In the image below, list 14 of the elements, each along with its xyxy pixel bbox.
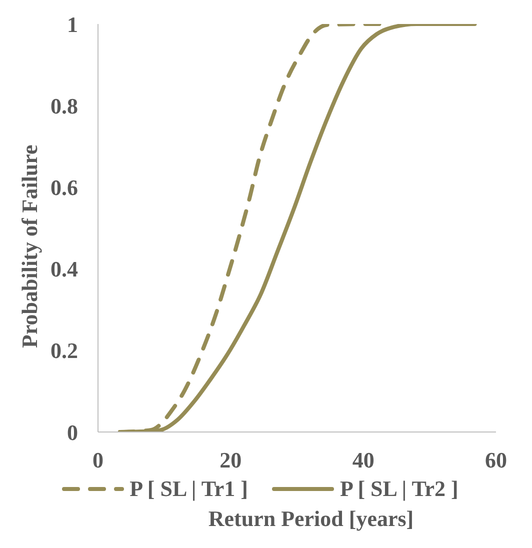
y-tick-label: 0: [67, 420, 78, 445]
x-tick-label: 40: [352, 448, 374, 473]
legend-label: P [ SL | Tr2 ]: [340, 476, 458, 502]
legend-label: P [ SL | Tr1 ]: [130, 476, 248, 502]
y-tick-label: 1: [67, 12, 78, 37]
y-tick-label: 0.4: [50, 256, 78, 282]
x-tick-label: 20: [220, 448, 242, 473]
x-tick-label: 60: [485, 448, 507, 473]
y-tick-label: 0.6: [50, 175, 78, 200]
y-axis-title: Probability of Failure: [16, 144, 42, 348]
x-tick-label: 0: [92, 448, 104, 473]
y-tick-label: 0.2: [50, 338, 78, 364]
y-tick-label: 0.8: [50, 93, 78, 118]
x-axis-title: Return Period [years]: [207, 506, 415, 532]
